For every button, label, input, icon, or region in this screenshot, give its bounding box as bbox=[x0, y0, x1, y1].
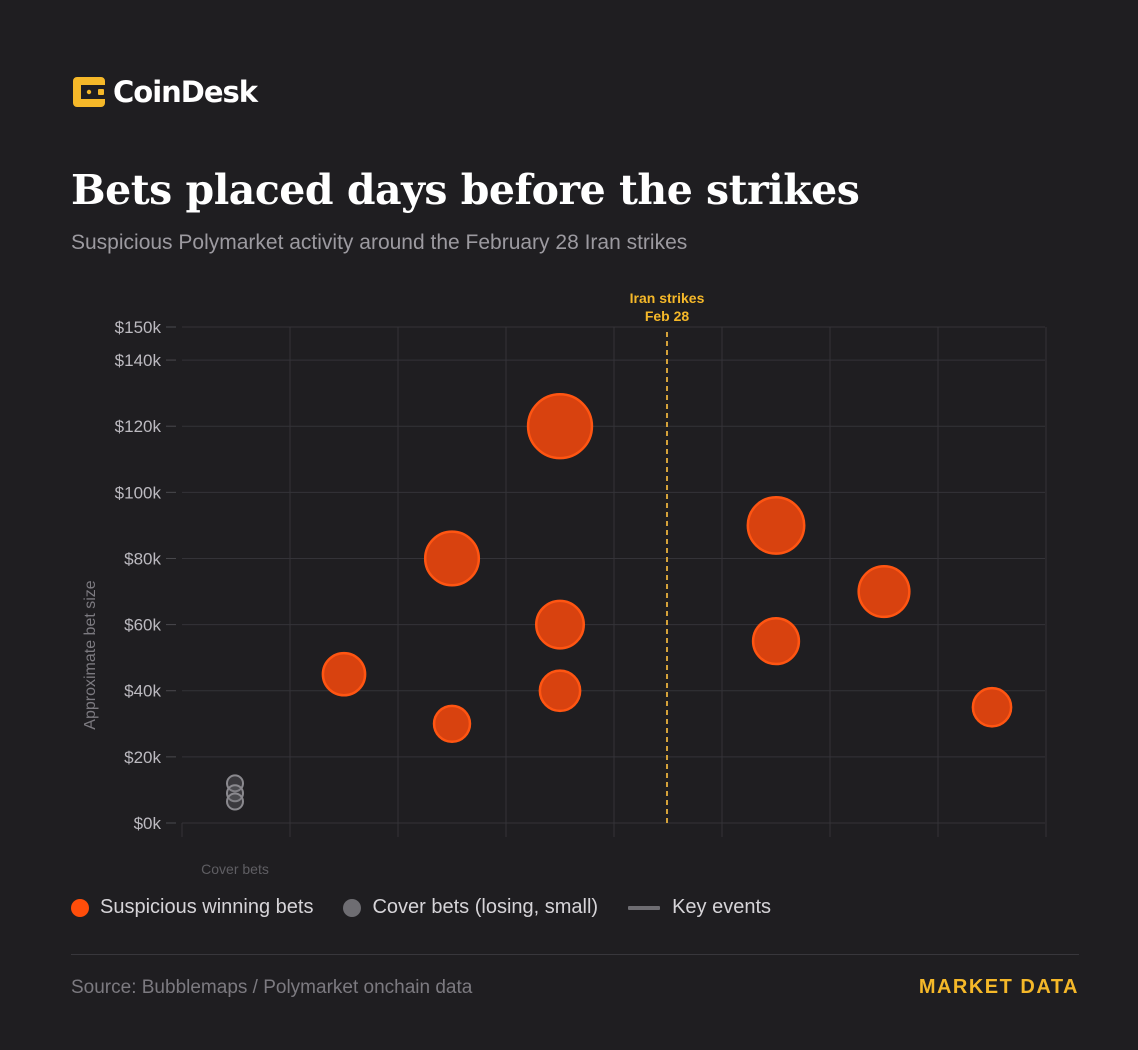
suspicious-bet-point-6 bbox=[746, 495, 806, 555]
event-label-name: Iran strikes bbox=[630, 290, 705, 306]
suspicious-bet-point-1 bbox=[423, 530, 481, 587]
legend-item-events: Key events bbox=[628, 896, 771, 919]
y-tick-label-8: $150k bbox=[115, 318, 162, 337]
y-tick-label-3: $60k bbox=[124, 616, 161, 635]
suspicious-bet-point-8 bbox=[857, 564, 911, 619]
suspicious-bet-point-4 bbox=[534, 599, 586, 650]
chart-subtitle: Suspicious Polymarket activity around th… bbox=[71, 231, 688, 254]
legend-item-cover: Cover bets (losing, small) bbox=[343, 896, 598, 919]
suspicious-bet-point-5 bbox=[538, 669, 582, 713]
y-tick-label-7: $140k bbox=[115, 351, 162, 370]
legend-swatch-events bbox=[628, 905, 661, 910]
market-data-tag: MARKET DATA bbox=[918, 976, 1079, 998]
legend-swatch-cover bbox=[343, 898, 362, 917]
legend-item-suspicious: Suspicious winning bets bbox=[71, 896, 313, 919]
y-tick-label-1: $20k bbox=[124, 748, 161, 767]
source-note: Source: Bubblemaps / Polymarket onchain … bbox=[71, 977, 473, 998]
y-tick-label-4: $80k bbox=[124, 549, 161, 568]
suspicious-bet-point-9 bbox=[971, 686, 1013, 728]
y-tick-label-6: $120k bbox=[115, 417, 162, 436]
chart-legend: Suspicious winning bets Cover bets (losi… bbox=[71, 896, 801, 919]
coindesk-logo: CoinDesk bbox=[71, 74, 258, 110]
footer-divider bbox=[71, 954, 1079, 955]
legend-label-cover: Cover bets (losing, small) bbox=[372, 896, 599, 918]
scatter-chart: $0k $20k $40k $60k $80k $100k $120k $140k $150k A… bbox=[82, 290, 1047, 877]
x-category-label: Cover bets bbox=[201, 861, 269, 877]
y-axis-label: Approximate bet size bbox=[82, 580, 99, 730]
legend-label-suspicious: Suspicious winning bets bbox=[100, 896, 314, 918]
suspicious-bet-point-0 bbox=[321, 651, 367, 697]
suspicious-bet-point-7 bbox=[751, 616, 801, 666]
legend-label-events: Key events bbox=[672, 896, 772, 918]
suspicious-bet-point-3 bbox=[526, 393, 594, 460]
legend-swatch-suspicious bbox=[71, 898, 89, 917]
cover-bet-point-2 bbox=[226, 792, 244, 811]
y-tick-label-2: $40k bbox=[124, 682, 161, 701]
suspicious-bet-point-2 bbox=[432, 704, 472, 744]
chart-title: Bets placed days before the strikes bbox=[71, 166, 860, 214]
brand-name: CoinDesk bbox=[113, 75, 258, 109]
coindesk-logo-icon bbox=[73, 77, 105, 107]
y-tick-label-5: $100k bbox=[115, 483, 162, 502]
event-label-date: Feb 28 bbox=[645, 308, 690, 324]
y-tick-label-0: $0k bbox=[134, 814, 162, 833]
